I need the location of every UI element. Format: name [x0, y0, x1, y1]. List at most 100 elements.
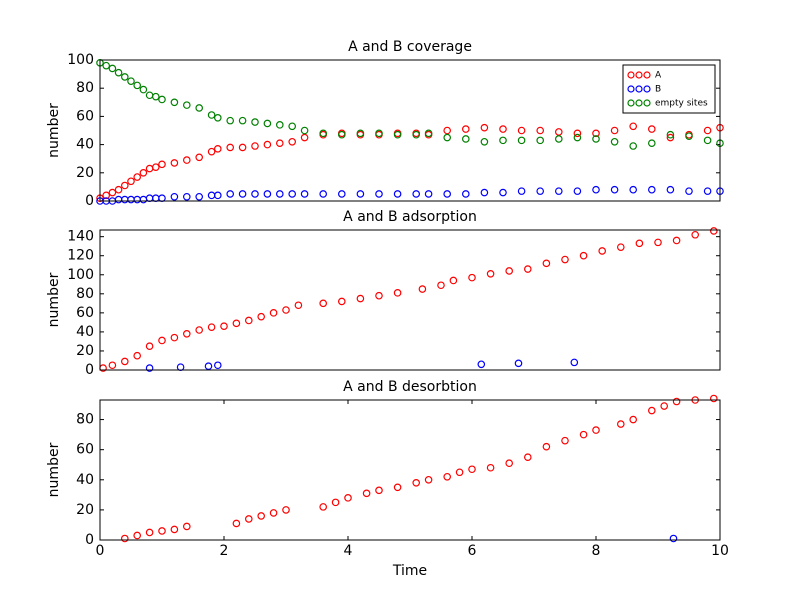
marker	[672, 397, 681, 406]
y-tick-label: 20	[76, 502, 94, 518]
marker	[461, 190, 470, 198]
marker	[108, 64, 117, 73]
marker	[195, 153, 204, 162]
marker	[629, 185, 638, 194]
marker	[375, 486, 383, 495]
marker	[542, 259, 551, 268]
marker	[214, 114, 222, 122]
marker	[152, 92, 160, 101]
marker	[517, 187, 526, 195]
marker	[579, 430, 588, 439]
marker	[443, 133, 452, 142]
marker	[204, 362, 213, 370]
marker	[554, 128, 563, 136]
marker	[647, 139, 656, 147]
marker	[437, 281, 445, 290]
marker	[672, 236, 681, 245]
marker	[443, 126, 452, 135]
marker	[282, 306, 290, 314]
y-tick-label: 40	[76, 137, 94, 153]
x-tick-label: 6	[468, 543, 477, 559]
marker	[375, 291, 383, 300]
marker	[238, 190, 247, 198]
marker	[158, 160, 166, 169]
marker	[232, 319, 241, 328]
marker	[232, 519, 241, 528]
marker	[573, 187, 582, 195]
marker	[226, 143, 235, 152]
marker	[480, 137, 489, 146]
x-tick-label: 2	[220, 543, 229, 559]
y-tick-label: 0	[85, 532, 94, 548]
marker	[393, 483, 402, 492]
legend-marker	[627, 85, 635, 93]
marker	[443, 472, 452, 481]
marker	[245, 316, 253, 325]
marker	[288, 190, 297, 198]
marker	[505, 459, 514, 468]
marker	[114, 185, 123, 194]
marker	[461, 135, 470, 143]
y-tick-label: 80	[76, 286, 94, 302]
x-tick-label: 4	[344, 543, 353, 559]
marker	[170, 333, 179, 342]
marker	[517, 126, 526, 135]
y-tick-label: 40	[76, 472, 94, 488]
marker	[300, 126, 309, 135]
marker	[319, 503, 328, 511]
marker	[282, 506, 290, 514]
marker	[251, 142, 259, 150]
marker	[183, 192, 191, 201]
marker	[238, 116, 247, 125]
marker	[629, 415, 638, 424]
marker	[226, 116, 235, 125]
marker	[269, 309, 278, 317]
marker	[183, 101, 191, 109]
marker	[468, 273, 476, 282]
marker	[356, 294, 365, 303]
marker	[598, 247, 607, 255]
marker	[183, 330, 191, 338]
marker	[170, 98, 179, 107]
marker	[573, 133, 582, 142]
marker	[616, 243, 625, 251]
marker	[443, 190, 452, 198]
legend-marker	[627, 71, 635, 79]
marker	[214, 361, 222, 370]
marker	[703, 187, 712, 195]
marker	[158, 95, 166, 104]
y-axis-label: number	[46, 272, 62, 327]
marker	[424, 129, 433, 138]
marker	[158, 527, 166, 535]
marker	[703, 136, 712, 145]
legend-label: empty sites	[655, 99, 708, 109]
marker	[523, 453, 532, 462]
marker	[127, 77, 135, 85]
y-tick-label: 40	[76, 324, 94, 340]
marker	[499, 188, 507, 197]
marker	[300, 133, 309, 142]
marker	[486, 463, 495, 472]
marker	[108, 361, 117, 370]
marker	[375, 190, 383, 198]
marker	[207, 147, 216, 156]
marker	[170, 525, 179, 534]
marker	[480, 188, 489, 197]
legend-marker	[643, 85, 651, 93]
y-tick-label: 60	[76, 305, 94, 321]
marker	[133, 351, 142, 360]
marker	[362, 489, 371, 498]
legend-marker	[643, 99, 651, 107]
marker	[514, 359, 523, 368]
marker	[183, 156, 191, 164]
marker	[592, 426, 600, 434]
marker	[592, 135, 600, 143]
marker	[517, 136, 526, 145]
marker	[449, 276, 458, 285]
legend-marker	[627, 99, 635, 107]
marker	[499, 136, 507, 145]
marker	[195, 104, 204, 112]
marker	[647, 406, 656, 415]
x-tick-label: 0	[96, 543, 105, 559]
marker	[319, 129, 328, 138]
